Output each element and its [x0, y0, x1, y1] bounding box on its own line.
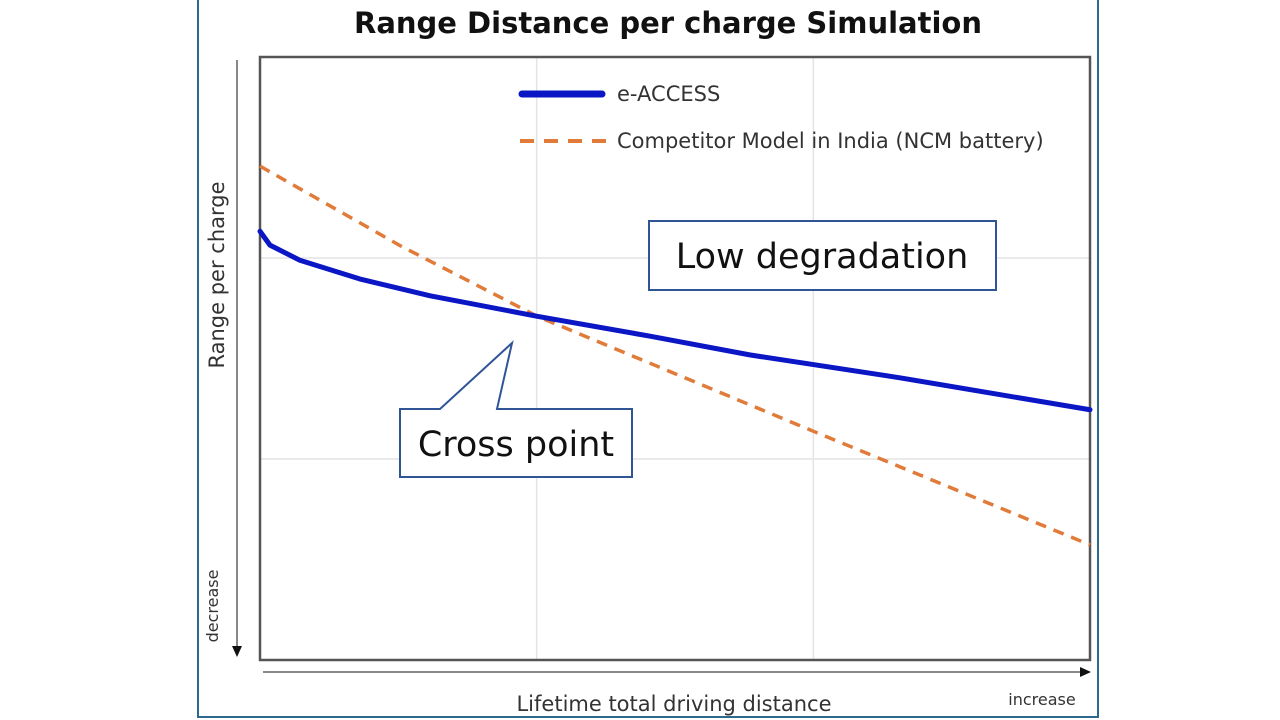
y-direction-label: decrease: [203, 570, 222, 643]
y-axis-label: Range per charge: [205, 181, 229, 368]
series-group: [257, 164, 1093, 547]
y-arrowhead-icon: [232, 646, 242, 657]
chart-title: Range Distance per charge Simulation: [354, 6, 982, 40]
legend-label-e-access: e-ACCESS: [617, 82, 720, 106]
legend: e-ACCESS Competitor Model in India (NCM …: [518, 82, 1044, 153]
x-arrowhead-icon: [1080, 667, 1091, 677]
annotation-text: Cross point: [418, 425, 614, 465]
legend-label-competitor: Competitor Model in India (NCM battery): [617, 129, 1044, 153]
x-direction-label: increase: [1008, 690, 1075, 709]
annotation-text: Low degradation: [676, 237, 969, 277]
annotation-cross-point: Cross point: [399, 340, 633, 478]
chart-frame: [197, 0, 1099, 718]
plot-area: [258, 55, 1092, 662]
series-line-e-access: [257, 228, 1093, 413]
x-axis-label: Lifetime total driving distance: [516, 692, 831, 716]
annotation-low-degradation: Low degradation: [648, 220, 997, 291]
